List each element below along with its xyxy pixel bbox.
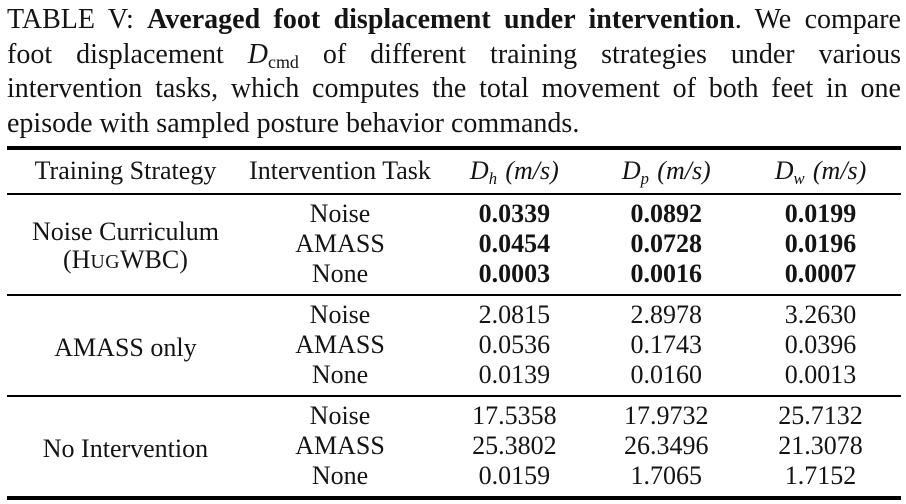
strategy-cell-noise-curriculum: Noise Curriculum (HUGWBC) — [7, 194, 244, 295]
task-cell: AMASS — [295, 229, 385, 258]
value-dp: 0.0728 — [630, 229, 703, 258]
table-label: TABLE V: — [7, 4, 148, 35]
group-amass-only: AMASS only Noise 2.0815 2.8978 3.2630 AM… — [7, 295, 901, 396]
value-dh: 25.3802 — [472, 431, 557, 460]
value-dp: 2.8978 — [630, 300, 703, 329]
value-dw: 25.7132 — [778, 401, 863, 430]
table-row: No Intervention Noise 17.5358 17.9732 25… — [7, 396, 901, 463]
table-caption: TABLE V: Averaged foot displacement unde… — [7, 3, 901, 141]
value-dp: 1.7065 — [630, 461, 703, 490]
table-row: None 0.0003 0.0016 0.0007 — [7, 259, 901, 295]
value-dh: 0.0159 — [478, 461, 551, 490]
caption-title: Averaged foot displacement under interve… — [147, 4, 735, 35]
value-dw: 0.0196 — [784, 229, 857, 258]
caption-body-pre: . We compare foot displacement — [7, 4, 901, 70]
value-dh: 0.0139 — [478, 360, 551, 389]
value-dw: 0.0396 — [784, 330, 857, 359]
caption-body-post: of different training strategies under v… — [7, 38, 901, 139]
strategy-cell-amass-only: AMASS only — [54, 332, 197, 362]
dp-unit: (m/s) — [657, 156, 711, 185]
dw-math-var: D — [774, 156, 794, 185]
col-header-dp: Dp (m/s) — [593, 148, 741, 194]
value-dw: 0.0007 — [784, 259, 857, 288]
value-dh: 2.0815 — [478, 300, 551, 329]
acronym-suffix: WBC) — [119, 244, 188, 274]
dw-unit: (m/s) — [812, 156, 867, 185]
strategy-cell-no-intervention: No Intervention — [42, 433, 209, 463]
value-dw: 3.2630 — [784, 300, 857, 329]
group-no-intervention: No Intervention Noise 17.5358 17.9732 25… — [7, 396, 901, 498]
value-dw: 21.3078 — [778, 431, 863, 460]
table-row: Noise Curriculum (HUGWBC) Noise 0.0339 0… — [7, 194, 901, 274]
task-cell: AMASS — [295, 431, 385, 460]
value-dp: 0.0016 — [630, 259, 703, 288]
value-dh: 0.0339 — [478, 199, 551, 228]
value-dh: 17.5358 — [472, 401, 557, 430]
task-cell: AMASS — [295, 330, 385, 359]
task-cell: None — [311, 360, 369, 389]
value-dp: 0.1743 — [630, 330, 703, 359]
dh-unit: (m/s) — [505, 156, 559, 185]
strategy-acronym: (HUGWBC) — [63, 245, 188, 274]
table-row: None 0.0139 0.0160 0.0013 — [7, 360, 901, 396]
table-row: None 0.0159 1.7065 1.7152 — [7, 461, 901, 498]
value-dp: 0.0892 — [630, 199, 703, 228]
table-row: AMASS 25.3802 26.3496 21.3078 — [7, 431, 901, 461]
task-cell: Noise — [309, 300, 371, 329]
dw-math-subscript: w — [793, 168, 805, 188]
acronym-prefix: (H — [63, 244, 91, 274]
header-row: Training Strategy Intervention Task Dh (m… — [7, 148, 901, 194]
task-cell: None — [311, 259, 369, 288]
table-row: AMASS only Noise 2.0815 2.8978 3.2630 — [7, 295, 901, 362]
results-table: Training Strategy Intervention Task Dh (m… — [7, 146, 901, 500]
caption-math-var: D — [247, 38, 269, 70]
table-row: AMASS 0.0454 0.0728 0.0196 — [7, 229, 901, 259]
value-dw: 0.0199 — [784, 199, 857, 228]
dp-math-subscript: p — [640, 168, 649, 188]
value-dw: 0.0013 — [784, 360, 857, 389]
value-dh: 0.0003 — [478, 259, 551, 288]
task-cell: None — [311, 461, 369, 490]
col-header-training-strategy: Training Strategy — [34, 156, 217, 185]
dp-math-var: D — [621, 156, 641, 185]
col-header-dh: Dh (m/s) — [436, 148, 592, 194]
dh-math-subscript: h — [488, 168, 497, 188]
value-dp: 17.9732 — [624, 401, 709, 430]
caption-math-subscript: cmd — [268, 51, 299, 72]
task-cell: Noise — [309, 401, 371, 430]
table-row: AMASS 0.0536 0.1743 0.0396 — [7, 330, 901, 360]
strategy-name: Noise Curriculum — [31, 216, 219, 246]
value-dh: 0.0454 — [478, 229, 551, 258]
group-noise-curriculum: Noise Curriculum (HUGWBC) Noise 0.0339 0… — [7, 194, 901, 295]
col-header-intervention-task: Intervention Task — [249, 156, 431, 185]
col-header-dw: Dw (m/s) — [740, 148, 901, 194]
task-cell: Noise — [309, 199, 371, 228]
dh-math-var: D — [469, 156, 489, 185]
value-dw: 1.7152 — [784, 461, 857, 490]
table-header: Training Strategy Intervention Task Dh (m… — [7, 148, 901, 194]
acronym-smallcaps: UG — [90, 250, 120, 273]
value-dh: 0.0536 — [478, 330, 551, 359]
value-dp: 0.0160 — [630, 360, 703, 389]
value-dp: 26.3496 — [624, 431, 709, 460]
